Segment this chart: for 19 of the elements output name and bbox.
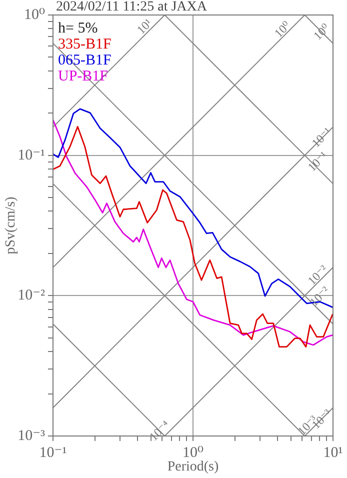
x-axis-title: Period(s) — [167, 460, 219, 475]
annotation: h= 5% — [58, 20, 98, 36]
annotation: 10⁰ — [310, 20, 333, 43]
annotation: 10⁻¹ — [308, 124, 334, 150]
x-tick-label: 10⁻¹ — [39, 444, 67, 461]
annotation: 10⁰ — [271, 18, 294, 40]
chart-title: 2024/02/11 11:25 at JAXA — [56, 0, 208, 15]
y-axis-title: pSv(cm/s) — [4, 196, 19, 254]
annotation: 10¹ — [134, 16, 156, 37]
text: 335-B1F — [58, 36, 112, 52]
text: 065-B1F — [58, 52, 112, 68]
y-tick-label: 10⁻¹ — [18, 147, 45, 164]
annotation: 10⁻¹ — [304, 148, 331, 174]
y-tick-label: 10⁰ — [24, 6, 45, 23]
x-tick-label: 10¹ — [323, 444, 343, 461]
text: UP-B1F — [58, 68, 108, 84]
y-tick-label: 10⁻² — [18, 288, 46, 304]
y-tick-label: 10⁻³ — [18, 428, 46, 444]
x-tick-label: 10⁰ — [182, 444, 204, 461]
